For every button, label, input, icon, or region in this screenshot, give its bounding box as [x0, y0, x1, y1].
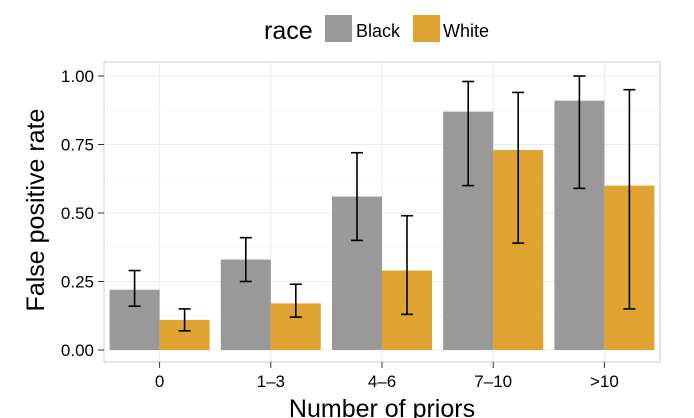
- legend: race Black White: [264, 15, 489, 45]
- x-tick-label: 0: [155, 372, 164, 391]
- y-axis: 0.00 0.25 0.50 0.75 1.00: [61, 67, 104, 360]
- x-tick-label: >10: [590, 372, 619, 391]
- legend-key-black: [325, 15, 352, 42]
- y-tick-label: 0.75: [61, 136, 94, 155]
- y-tick-label: 0.00: [61, 341, 94, 360]
- y-axis-title: False positive rate: [22, 109, 50, 312]
- x-axis: 0 1–3 4–6 7–10 >10: [155, 362, 619, 391]
- legend-key-white: [413, 15, 440, 42]
- x-tick-label: 4–6: [368, 372, 396, 391]
- y-tick-label: 0.25: [61, 273, 94, 292]
- legend-title: race: [264, 17, 313, 45]
- x-tick-label: 7–10: [474, 372, 512, 391]
- error-bars: [128, 75, 636, 332]
- legend-label-black: Black: [356, 21, 401, 41]
- x-tick-label: 1–3: [257, 372, 285, 391]
- y-tick-label: 1.00: [61, 67, 94, 86]
- y-tick-label: 0.50: [61, 204, 94, 223]
- x-axis-title: Number of priors: [289, 395, 475, 418]
- legend-label-white: White: [443, 21, 489, 41]
